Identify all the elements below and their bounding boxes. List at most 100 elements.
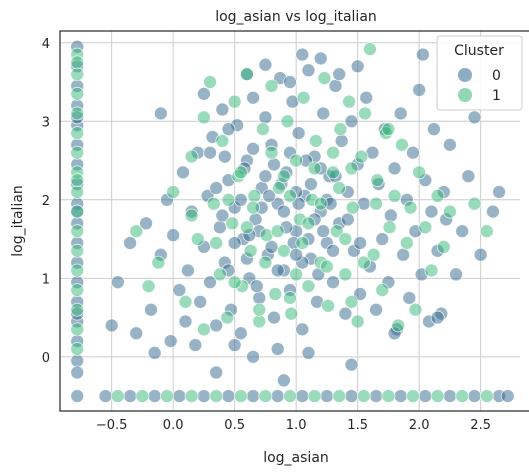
data-point-cluster-0 (227, 338, 242, 352)
data-point-cluster-0 (396, 247, 411, 262)
data-point-cluster-1 (209, 236, 224, 250)
y-tick-label: 1 (42, 272, 50, 287)
data-point-cluster-1 (246, 200, 261, 215)
legend: Cluster 0 1 (436, 35, 523, 111)
data-point-cluster-0 (172, 389, 187, 403)
legend-marker-0 (458, 68, 472, 82)
data-point-cluster-0 (258, 169, 273, 184)
data-point-cluster-0 (467, 110, 482, 125)
data-point-cluster-0 (393, 106, 408, 121)
data-point-cluster-1 (264, 79, 279, 93)
data-point-cluster-0 (203, 145, 217, 160)
data-point-cluster-0 (258, 110, 273, 125)
data-point-cluster-1 (436, 240, 451, 254)
data-point-cluster-1 (356, 389, 371, 403)
data-point-cluster-1 (391, 318, 406, 333)
x-tick-label: 2.0 (409, 418, 430, 433)
data-point-cluster-0 (283, 75, 297, 89)
data-point-cluster-0 (188, 338, 203, 352)
data-point-cluster-1 (70, 185, 85, 199)
data-point-cluster-0 (70, 353, 85, 368)
data-point-cluster-1 (408, 302, 423, 317)
data-point-cluster-0 (442, 137, 457, 152)
data-point-cluster-0 (289, 247, 304, 262)
data-point-cluster-1 (329, 224, 344, 239)
data-point-cluster-0 (301, 346, 316, 360)
data-point-cluster-0 (369, 302, 383, 317)
data-point-cluster-1 (399, 236, 414, 250)
data-point-cluster-1 (280, 114, 295, 129)
data-point-cluster-1 (70, 342, 85, 356)
data-point-cluster-1 (344, 161, 359, 176)
data-point-cluster-1 (203, 75, 217, 89)
data-point-cluster-0 (338, 306, 353, 321)
data-point-cluster-1 (190, 232, 205, 246)
data-point-cluster-0 (467, 389, 482, 403)
data-point-cluster-0 (418, 389, 433, 403)
data-point-cluster-0 (295, 322, 310, 337)
x-tick-label: 1.0 (286, 418, 307, 433)
data-point-cluster-1 (319, 259, 334, 274)
x-tick-label: 0.0 (163, 418, 184, 433)
x-axis-label: log_asian (263, 450, 329, 466)
data-point-cluster-0 (402, 291, 417, 305)
data-point-cluster-1 (129, 224, 144, 239)
data-point-cluster-0 (123, 236, 138, 250)
y-tick-label: 0 (42, 351, 50, 366)
data-point-cluster-0 (139, 216, 153, 231)
data-point-cluster-1 (227, 275, 242, 290)
data-point-cluster-1 (289, 153, 304, 168)
data-point-cluster-1 (356, 255, 371, 270)
data-point-cluster-0 (295, 389, 310, 403)
data-point-cluster-0 (295, 47, 310, 62)
data-point-cluster-1 (276, 243, 291, 258)
data-point-cluster-1 (276, 169, 291, 184)
data-point-cluster-1 (184, 389, 199, 403)
data-point-cluster-0 (197, 86, 211, 101)
data-point-cluster-1 (350, 314, 365, 329)
data-point-cluster-1 (70, 173, 85, 188)
data-point-cluster-0 (246, 90, 261, 105)
data-point-cluster-0 (353, 287, 368, 301)
data-point-cluster-1 (141, 279, 156, 294)
data-point-cluster-0 (319, 389, 334, 403)
data-point-cluster-0 (301, 63, 316, 78)
data-point-cluster-0 (203, 275, 217, 290)
data-point-cluster-0 (270, 389, 285, 403)
data-point-cluster-1 (301, 216, 316, 231)
data-point-cluster-1 (363, 42, 377, 56)
data-point-cluster-1 (220, 310, 235, 325)
data-point-cluster-1 (240, 220, 254, 235)
data-point-cluster-0 (473, 247, 488, 262)
data-point-cluster-1 (70, 243, 85, 258)
data-point-cluster-1 (70, 67, 85, 82)
data-point-cluster-0 (110, 275, 125, 290)
data-point-cluster-0 (353, 236, 368, 250)
data-point-cluster-1 (430, 389, 445, 403)
data-point-cluster-1 (70, 55, 85, 70)
data-point-cluster-0 (415, 47, 430, 62)
data-point-cluster-0 (262, 188, 276, 203)
y-tick-label: 2 (42, 194, 50, 209)
data-point-cluster-0 (215, 208, 230, 223)
data-point-cluster-1 (70, 302, 85, 317)
data-point-cluster-1 (369, 196, 383, 211)
data-point-cluster-0 (406, 145, 420, 160)
data-point-cluster-1 (233, 165, 248, 180)
data-point-cluster-1 (381, 389, 396, 403)
data-point-cluster-1 (256, 122, 270, 137)
data-point-cluster-0 (246, 141, 261, 156)
data-point-cluster-1 (455, 389, 470, 403)
data-point-cluster-1 (258, 255, 273, 270)
data-point-cluster-1 (366, 247, 381, 262)
data-point-cluster-1 (227, 94, 242, 109)
data-point-cluster-1 (209, 389, 224, 403)
data-point-cluster-1 (430, 188, 445, 203)
data-point-cluster-1 (243, 243, 258, 258)
data-point-cluster-1 (479, 224, 494, 239)
data-point-cluster-1 (135, 389, 150, 403)
data-point-cluster-0 (104, 318, 119, 333)
data-point-cluster-0 (217, 149, 232, 164)
data-point-cluster-0 (267, 157, 281, 172)
data-point-cluster-1 (70, 145, 85, 160)
